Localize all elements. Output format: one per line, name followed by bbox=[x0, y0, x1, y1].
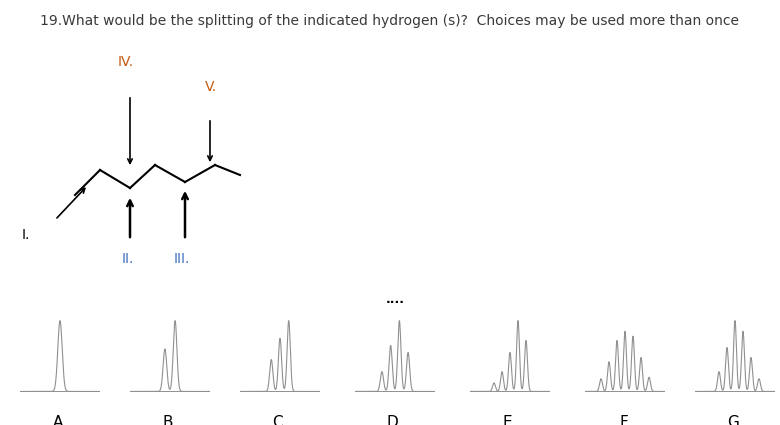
Text: D.: D. bbox=[387, 415, 403, 425]
Text: A.: A. bbox=[52, 415, 68, 425]
Text: G.: G. bbox=[727, 415, 743, 425]
Text: V.: V. bbox=[205, 80, 217, 94]
Text: F.: F. bbox=[619, 415, 630, 425]
Text: E.: E. bbox=[503, 415, 517, 425]
Text: ....: .... bbox=[385, 293, 405, 306]
Text: B.: B. bbox=[162, 415, 178, 425]
Text: II.: II. bbox=[122, 252, 134, 266]
Text: C.: C. bbox=[272, 415, 288, 425]
Text: 19.What would be the splitting of the indicated hydrogen (s)?  Choices may be us: 19.What would be the splitting of the in… bbox=[41, 14, 739, 28]
Text: IV.: IV. bbox=[118, 55, 134, 69]
Text: III.: III. bbox=[174, 252, 190, 266]
Text: I.: I. bbox=[22, 228, 30, 242]
